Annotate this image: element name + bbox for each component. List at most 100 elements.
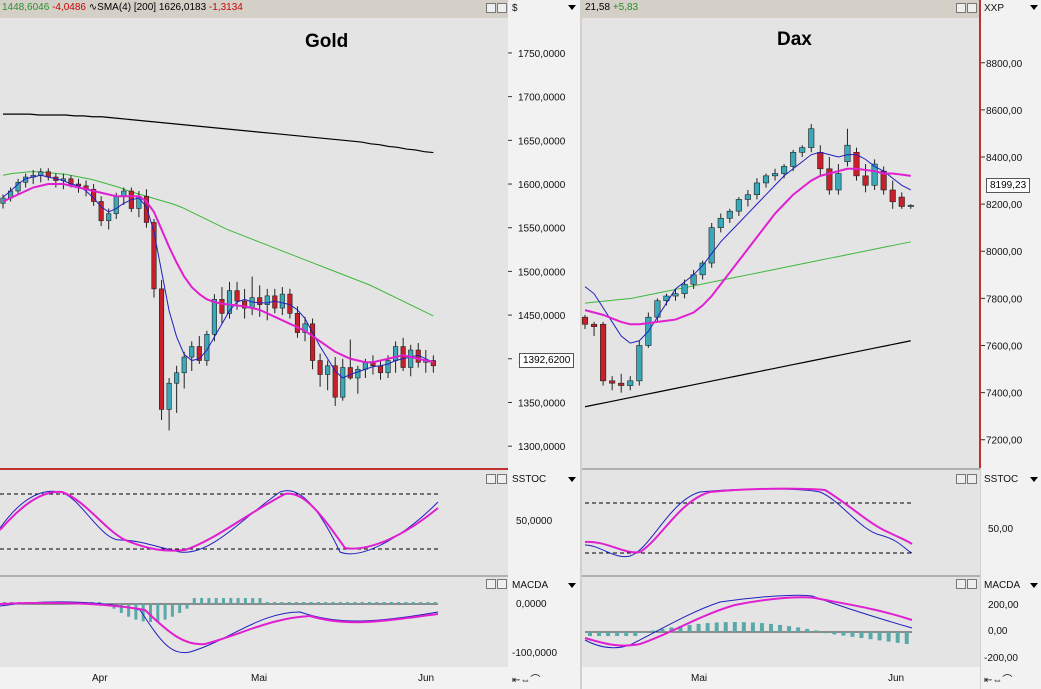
gold-macd-hist-bar xyxy=(222,598,225,604)
gold-ytick-label: 1450,0000 xyxy=(518,311,566,322)
dax-macd-close-icon[interactable] xyxy=(967,579,977,589)
dax-scroll-icons[interactable]: ⇤⇔⌒ xyxy=(984,675,1013,686)
gold-candle-body xyxy=(23,176,29,183)
dax-maximize-icon[interactable] xyxy=(956,3,966,13)
dax-candle-body xyxy=(853,151,860,177)
dax-stoch-label: SSTOC xyxy=(984,474,1019,485)
gold-candle-body xyxy=(302,323,308,333)
dax-candle-body xyxy=(781,166,788,174)
dax-macd-hist-bar xyxy=(895,632,900,643)
gold-macd-hist-bar xyxy=(141,604,145,622)
dax-macd-hist-bar xyxy=(732,622,737,632)
dax-candle-body xyxy=(753,182,761,196)
dax-stoch-tick: 50,00 xyxy=(988,524,1014,535)
dax-candle-body xyxy=(636,345,643,382)
gold-macd-tick-1: -100,0000 xyxy=(512,648,558,659)
gold-candle-body xyxy=(257,297,263,305)
gold-macd-hist-bar xyxy=(243,598,247,604)
gold-close-icon[interactable] xyxy=(497,3,507,13)
gold-stoch-close-icon[interactable] xyxy=(497,474,507,484)
dax-macd-separator xyxy=(582,575,980,577)
gold-maximize-icon[interactable] xyxy=(486,3,496,13)
dax-candle-body xyxy=(600,323,607,382)
dax-macd-pane[interactable] xyxy=(582,577,980,667)
gold-candle-body xyxy=(317,360,323,375)
dax-macd-hist-bar xyxy=(805,628,810,632)
dax-candle-body xyxy=(735,199,742,212)
gold-macd-signal xyxy=(0,601,439,646)
gold-candle-body xyxy=(143,195,149,223)
dax-macd-hist-bar xyxy=(705,623,710,632)
dax-candle-body xyxy=(889,189,896,203)
dax-sma-black xyxy=(584,340,911,408)
gold-sma-value: 1626,0183 xyxy=(158,2,207,13)
gold-month-apr: Apr xyxy=(92,673,108,684)
gold-axis-menu-icon[interactable] xyxy=(568,5,576,10)
gold-sma-black xyxy=(3,113,434,154)
gold-stoch-separator xyxy=(0,468,508,470)
gold-macd-hist-bar xyxy=(389,602,393,604)
dax-chart-title: Dax xyxy=(777,29,812,50)
gold-macd-hist-bar xyxy=(360,602,364,604)
gold-macd-hist-bar xyxy=(251,598,255,604)
dax-candle-body xyxy=(835,173,842,191)
dax-macd-hist-bar xyxy=(714,622,719,632)
dax-stoch-pane[interactable] xyxy=(582,470,980,575)
gold-macd-maximize-icon[interactable] xyxy=(486,579,496,589)
dax-macd-maximize-icon[interactable] xyxy=(956,579,966,589)
dax-candle-body xyxy=(826,168,833,191)
dax-macd-hist-bar xyxy=(696,623,701,632)
gold-price-pane[interactable] xyxy=(0,18,508,468)
gold-ytick-label: 1700,0000 xyxy=(518,93,566,104)
gold-macd-tick-0: 0,0000 xyxy=(516,599,547,610)
dax-ytick-label: 7800,00 xyxy=(986,294,1023,305)
dax-price-pane[interactable] xyxy=(582,18,980,468)
gold-stoch-pane[interactable] xyxy=(0,470,508,575)
dax-close-icon[interactable] xyxy=(967,3,977,13)
dax-ytick-label: 7200,00 xyxy=(986,436,1023,447)
gold-macd-pane[interactable] xyxy=(0,577,508,667)
gold-candle-body xyxy=(159,288,165,410)
gold-stoch-menu-icon[interactable] xyxy=(568,477,576,482)
dax-stoch-menu-icon[interactable] xyxy=(1030,477,1038,482)
gold-stoch-maximize-icon[interactable] xyxy=(486,474,496,484)
gold-macd-hist-bar xyxy=(229,598,233,604)
dax-candle-body xyxy=(907,205,914,207)
gold-ytick-label: 1300,0000 xyxy=(518,442,566,453)
dax-macd-hist-bar xyxy=(642,632,647,633)
dax-macd-hist-bar xyxy=(750,622,755,632)
dax-candle-body xyxy=(862,175,869,186)
dax-macd-menu-icon[interactable] xyxy=(1030,583,1038,588)
gold-scroll-icons[interactable]: ⇤⇔⌒ xyxy=(512,675,541,686)
dax-stoch-maximize-icon[interactable] xyxy=(956,474,966,484)
gold-macd-hist-bar xyxy=(156,604,160,622)
gold-candle-body xyxy=(106,213,112,222)
dax-stoch-close-icon[interactable] xyxy=(967,474,977,484)
gold-macd-label: MACDA xyxy=(512,580,549,591)
gold-candle-body xyxy=(264,295,270,305)
gold-macd-hist-bar xyxy=(185,604,189,609)
dax-candle-body xyxy=(708,227,715,264)
gold-macd-hist-bar xyxy=(382,602,386,604)
dax-header: 21,58 +5,83 xyxy=(585,2,638,13)
gold-macd-hist-bar xyxy=(97,602,101,604)
gold-header: 1448,6046 -4,0486 ∿SMA(4) [200] 1626,018… xyxy=(2,2,243,13)
dax-candle-body xyxy=(590,323,598,327)
dax-macd-hist-bar xyxy=(814,630,819,632)
dax-axis-menu-icon[interactable] xyxy=(1030,5,1038,10)
dax-candle-body xyxy=(744,194,751,200)
dax-macd-hist-bar xyxy=(886,632,891,642)
gold-macd-hist-bar xyxy=(316,602,320,604)
gold-macd-hist-bar xyxy=(127,604,131,617)
gold-macd-hist-bar xyxy=(200,598,204,604)
gold-macd-menu-icon[interactable] xyxy=(568,583,576,588)
dax-ytick-label: 8200,00 xyxy=(986,200,1023,211)
dax-candle-body xyxy=(627,380,634,386)
gold-ytick-label: 1750,0000 xyxy=(518,49,566,60)
gold-stoch-svg xyxy=(0,490,439,555)
dax-price-axis[interactable] xyxy=(981,0,1041,689)
gold-candle-body xyxy=(219,299,225,314)
gold-macd-close-icon[interactable] xyxy=(497,579,507,589)
gold-price-axis[interactable] xyxy=(508,0,580,689)
dax-macd-hist-bar xyxy=(868,632,873,640)
